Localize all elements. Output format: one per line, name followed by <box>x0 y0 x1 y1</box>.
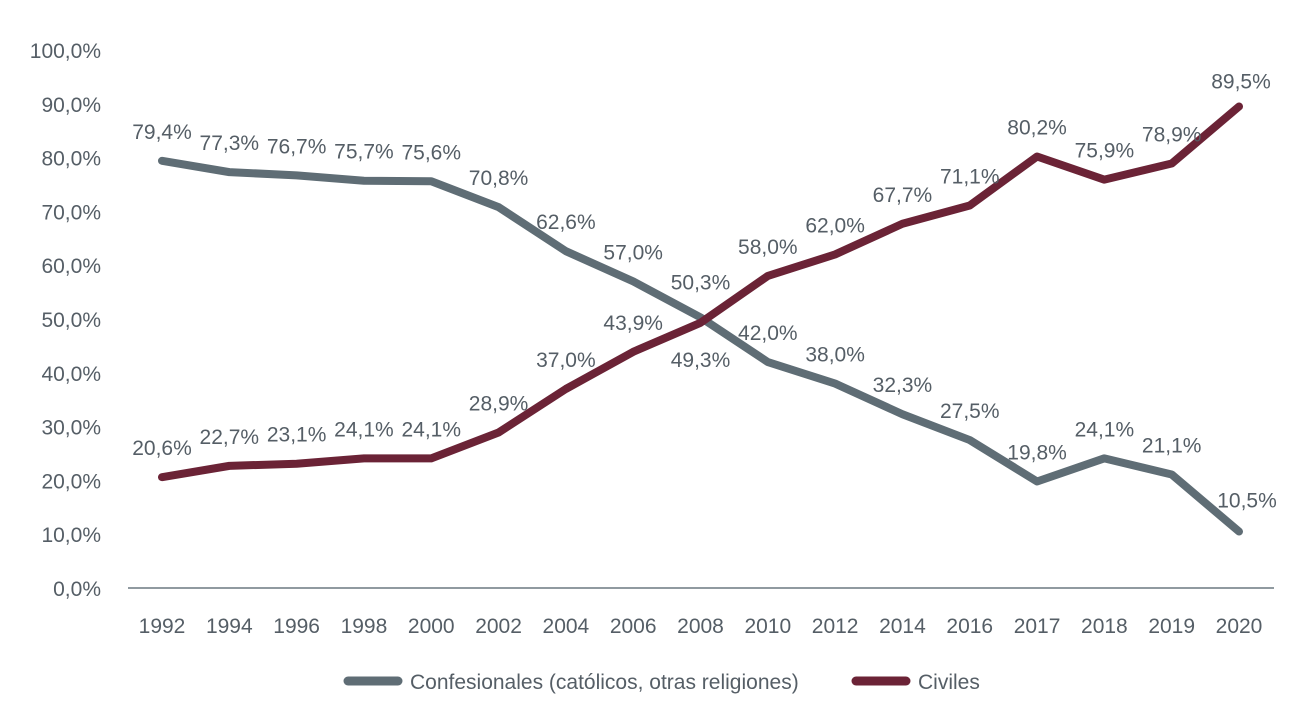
series-line-civiles <box>158 102 1243 482</box>
data-label-confesionales: 76,7% <box>267 135 327 158</box>
y-tick-label: 10,0% <box>41 524 101 547</box>
y-tick-label: 100,0% <box>30 40 101 63</box>
data-label-civiles: 89,5% <box>1211 70 1271 93</box>
data-label-civiles: 24,1% <box>401 418 461 441</box>
data-label-confesionales: 32,3% <box>873 374 933 397</box>
y-tick-label: 70,0% <box>41 201 101 224</box>
data-label-confesionales: 10,5% <box>1217 490 1277 513</box>
legend-label-confesionales: Confesionales (católicos, otras religion… <box>410 671 799 694</box>
data-label-confesionales: 27,5% <box>940 400 1000 423</box>
x-tick-label: 2018 <box>1081 615 1128 638</box>
y-tick-label: 50,0% <box>41 309 101 332</box>
series-line-confesionales <box>158 156 1243 536</box>
data-label-confesionales: 42,0% <box>738 322 798 345</box>
data-label-civiles: 58,0% <box>738 236 798 259</box>
data-label-civiles: 62,0% <box>805 214 865 237</box>
x-tick-label: 2020 <box>1216 615 1263 638</box>
data-label-confesionales: 79,4% <box>132 121 192 144</box>
x-axis: 1992 1994 1996 1998 2000 2002 2004 2006 2008 2010… <box>128 587 1274 638</box>
y-tick-label: 60,0% <box>41 255 101 278</box>
x-tick-label: 2010 <box>744 615 791 638</box>
x-tick-label: 1996 <box>273 615 320 638</box>
x-tick-label: 1998 <box>341 615 388 638</box>
data-label-civiles: 43,9% <box>603 312 663 335</box>
data-label-confesionales: 57,0% <box>603 241 663 264</box>
x-tick-label: 1992 <box>139 615 186 638</box>
x-tick-label: 2017 <box>1014 615 1061 638</box>
data-label-civiles: 78,9% <box>1142 124 1202 147</box>
y-tick-label: 0,0% <box>53 578 101 601</box>
data-label-civiles: 67,7% <box>873 184 933 207</box>
data-label-civiles: 80,2% <box>1007 117 1067 140</box>
data-label-confesionales: 70,8% <box>469 167 529 190</box>
data-label-confesionales: 77,3% <box>200 132 260 155</box>
y-tick-label: 40,0% <box>41 363 101 386</box>
data-label-civiles: 49,3% <box>671 349 731 372</box>
x-tick-label: 2000 <box>408 615 455 638</box>
y-tick-label: 80,0% <box>41 148 101 171</box>
data-label-civiles: 23,1% <box>267 424 327 447</box>
y-axis: 0,0% 10,0% 20,0% 30,0% 40,0% 50,0% 60,0% 70,0% 8… <box>30 40 101 601</box>
data-label-confesionales: 75,6% <box>401 141 461 164</box>
data-label-confesionales: 75,7% <box>334 141 394 164</box>
x-tick-label: 2008 <box>677 615 724 638</box>
x-tick-label: 2014 <box>879 615 926 638</box>
y-tick-label: 90,0% <box>41 94 101 117</box>
x-tick-label: 2002 <box>475 615 522 638</box>
data-label-civiles: 28,9% <box>469 393 529 416</box>
y-tick-label: 20,0% <box>41 470 101 493</box>
data-label-confesionales: 62,6% <box>536 211 596 234</box>
x-tick-label: 2006 <box>610 615 657 638</box>
data-label-confesionales: 21,1% <box>1142 434 1202 457</box>
data-label-confesionales: 19,8% <box>1007 441 1067 464</box>
x-tick-label: 2019 <box>1148 615 1195 638</box>
data-label-civiles: 75,9% <box>1075 140 1135 163</box>
data-labels: 79,4% 77,3% 76,7% 75,7% 75,6% 70,8% 62,6% 57,0%… <box>132 70 1277 512</box>
legend-label-civiles: Civiles <box>918 671 980 694</box>
data-label-civiles: 22,7% <box>200 426 260 449</box>
x-tick-label: 2012 <box>812 615 859 638</box>
data-label-civiles: 37,0% <box>536 349 596 372</box>
y-tick-label: 30,0% <box>41 417 101 440</box>
x-tick-label: 1994 <box>206 615 253 638</box>
data-label-civiles: 20,6% <box>132 437 192 460</box>
legend: Confesionales (católicos, otras religion… <box>343 671 980 694</box>
x-tick-label: 2016 <box>946 615 993 638</box>
data-label-civiles: 71,1% <box>940 165 1000 188</box>
data-label-confesionales: 50,3% <box>671 271 731 294</box>
x-tick-label: 2004 <box>543 615 590 638</box>
data-label-civiles: 24,1% <box>334 418 394 441</box>
data-label-confesionales: 24,1% <box>1075 418 1135 441</box>
series-lines <box>158 102 1243 536</box>
data-label-confesionales: 38,0% <box>805 344 865 367</box>
